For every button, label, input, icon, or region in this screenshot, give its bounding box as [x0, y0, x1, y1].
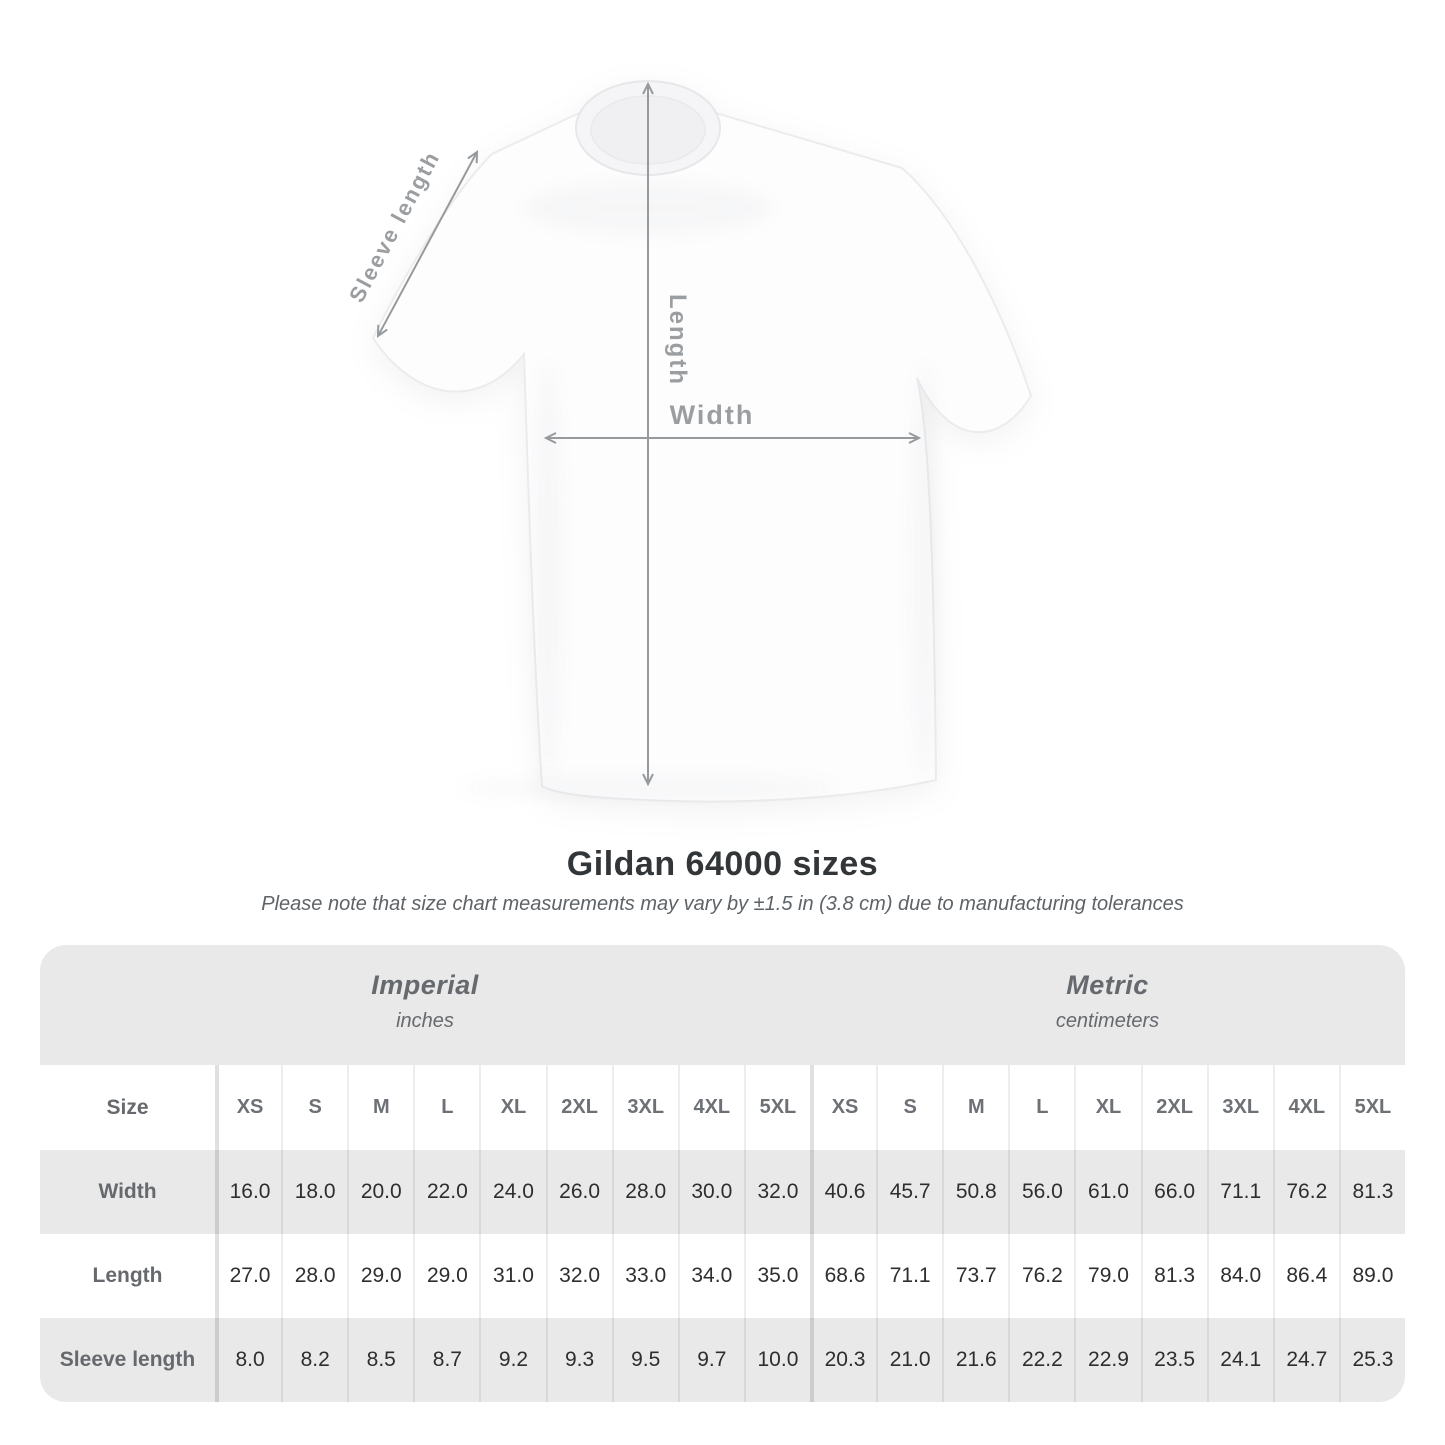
value-cell: 10.0	[743, 1318, 810, 1402]
value-cell: 20.3	[810, 1318, 876, 1402]
size-col-header: 4XL	[677, 1065, 744, 1150]
metric-header: Metric centimeters	[810, 945, 1405, 1065]
value-cell: 22.9	[1074, 1318, 1140, 1402]
value-cell: 68.6	[810, 1234, 876, 1318]
length-arrow-label: Length	[664, 294, 691, 386]
width-arrow-label: Width	[670, 400, 755, 430]
size-col-header: M	[942, 1065, 1008, 1150]
value-cell: 35.0	[743, 1234, 810, 1318]
size-col-header: S	[281, 1065, 347, 1150]
tshirt-measurement-diagram: Sleeve length Length Width	[344, 80, 1033, 803]
value-cell: 18.0	[281, 1150, 347, 1234]
size-table: Imperial inches Metric centimeters Size …	[40, 945, 1405, 1402]
size-col-header: 5XL	[1338, 1065, 1405, 1150]
size-col-header: S	[876, 1065, 942, 1150]
size-col-header: 4XL	[1272, 1065, 1339, 1150]
size-col-header: XS	[810, 1065, 876, 1150]
table-row-sleeve-length: Sleeve length 8.0 8.2 8.5 8.7 9.2 9.3 9.…	[40, 1318, 1405, 1402]
metric-title: Metric	[1066, 969, 1149, 1000]
tolerance-note: Please note that size chart measurements…	[261, 893, 1184, 915]
table-row-width: Width 16.0 18.0 20.0 22.0 24.0 26.0 28.0…	[40, 1150, 1405, 1234]
imperial-subtitle: inches	[396, 1009, 454, 1032]
value-cell: 81.3	[1140, 1234, 1207, 1318]
table-row-length: Length 27.0 28.0 29.0 29.0 31.0 32.0 33.…	[40, 1234, 1405, 1318]
value-cell: 23.5	[1140, 1318, 1207, 1402]
tshirt-graphic	[371, 80, 1033, 803]
value-cell: 9.3	[545, 1318, 612, 1402]
value-cell: 28.0	[281, 1234, 347, 1318]
row-label-width: Width	[98, 1180, 157, 1203]
value-cell: 56.0	[1008, 1150, 1074, 1234]
value-cell: 30.0	[677, 1150, 744, 1234]
value-cell: 84.0	[1206, 1234, 1273, 1318]
size-col-header: L	[1008, 1065, 1074, 1150]
value-cell: 45.7	[876, 1150, 942, 1234]
value-cell: 79.0	[1074, 1234, 1140, 1318]
size-col-header: XL	[1074, 1065, 1140, 1150]
value-cell: 27.0	[215, 1234, 281, 1318]
value-cell: 31.0	[479, 1234, 545, 1318]
unit-band: Imperial inches Metric centimeters	[40, 945, 1405, 1065]
value-cell: 40.6	[810, 1150, 876, 1234]
imperial-title: Imperial	[371, 969, 479, 1000]
value-cell: 81.3	[1338, 1150, 1405, 1234]
value-cell: 32.0	[545, 1234, 612, 1318]
row-label-length: Length	[92, 1264, 163, 1287]
value-cell: 22.0	[413, 1150, 479, 1234]
value-cell: 33.0	[611, 1234, 678, 1318]
metric-subtitle: centimeters	[1055, 1009, 1160, 1032]
value-cell: 76.2	[1272, 1150, 1339, 1234]
page-title: Gildan 64000 sizes	[566, 845, 879, 883]
value-cell: 29.0	[347, 1234, 413, 1318]
value-cell: 24.1	[1206, 1318, 1273, 1402]
imperial-header: Imperial inches	[40, 945, 810, 1065]
value-cell: 22.2	[1008, 1318, 1074, 1402]
value-cell: 21.0	[876, 1318, 942, 1402]
width-dimension: Width	[543, 400, 922, 444]
size-col-header: XS	[215, 1065, 281, 1150]
value-cell: 25.3	[1338, 1318, 1405, 1402]
value-cell: 50.8	[942, 1150, 1008, 1234]
size-col-header: 2XL	[1140, 1065, 1207, 1150]
size-col-header: 3XL	[1206, 1065, 1273, 1150]
row-label-sleeve-length: Sleeve length	[59, 1348, 196, 1371]
value-cell: 24.7	[1272, 1318, 1339, 1402]
size-col-header: 5XL	[743, 1065, 810, 1150]
value-cell: 66.0	[1140, 1150, 1207, 1234]
value-cell: 34.0	[677, 1234, 744, 1318]
value-cell: 32.0	[743, 1150, 810, 1234]
value-cell: 86.4	[1272, 1234, 1339, 1318]
size-col-header: M	[347, 1065, 413, 1150]
value-cell: 8.2	[281, 1318, 347, 1402]
value-cell: 26.0	[545, 1150, 612, 1234]
value-cell: 20.0	[347, 1150, 413, 1234]
value-cell: 21.6	[942, 1318, 1008, 1402]
value-cell: 28.0	[611, 1150, 678, 1234]
size-col-header: XL	[479, 1065, 545, 1150]
value-cell: 71.1	[1206, 1150, 1273, 1234]
value-cell: 24.0	[479, 1150, 545, 1234]
size-header-row: Size XS S M L XL 2XL 3XL 4XL 5XL XS S M …	[40, 1065, 1405, 1150]
value-cell: 8.0	[215, 1318, 281, 1402]
value-cell: 71.1	[876, 1234, 942, 1318]
value-cell: 8.5	[347, 1318, 413, 1402]
value-cell: 29.0	[413, 1234, 479, 1318]
size-col-header: 3XL	[611, 1065, 678, 1150]
value-cell: 9.5	[611, 1318, 678, 1402]
value-cell: 9.2	[479, 1318, 545, 1402]
value-cell: 9.7	[677, 1318, 744, 1402]
value-cell: 16.0	[215, 1150, 281, 1234]
value-cell: 89.0	[1338, 1234, 1405, 1318]
value-cell: 8.7	[413, 1318, 479, 1402]
size-col-header: L	[413, 1065, 479, 1150]
value-cell: 73.7	[942, 1234, 1008, 1318]
value-cell: 61.0	[1074, 1150, 1140, 1234]
size-col-header: 2XL	[545, 1065, 612, 1150]
size-header-label: Size	[106, 1095, 149, 1119]
value-cell: 76.2	[1008, 1234, 1074, 1318]
